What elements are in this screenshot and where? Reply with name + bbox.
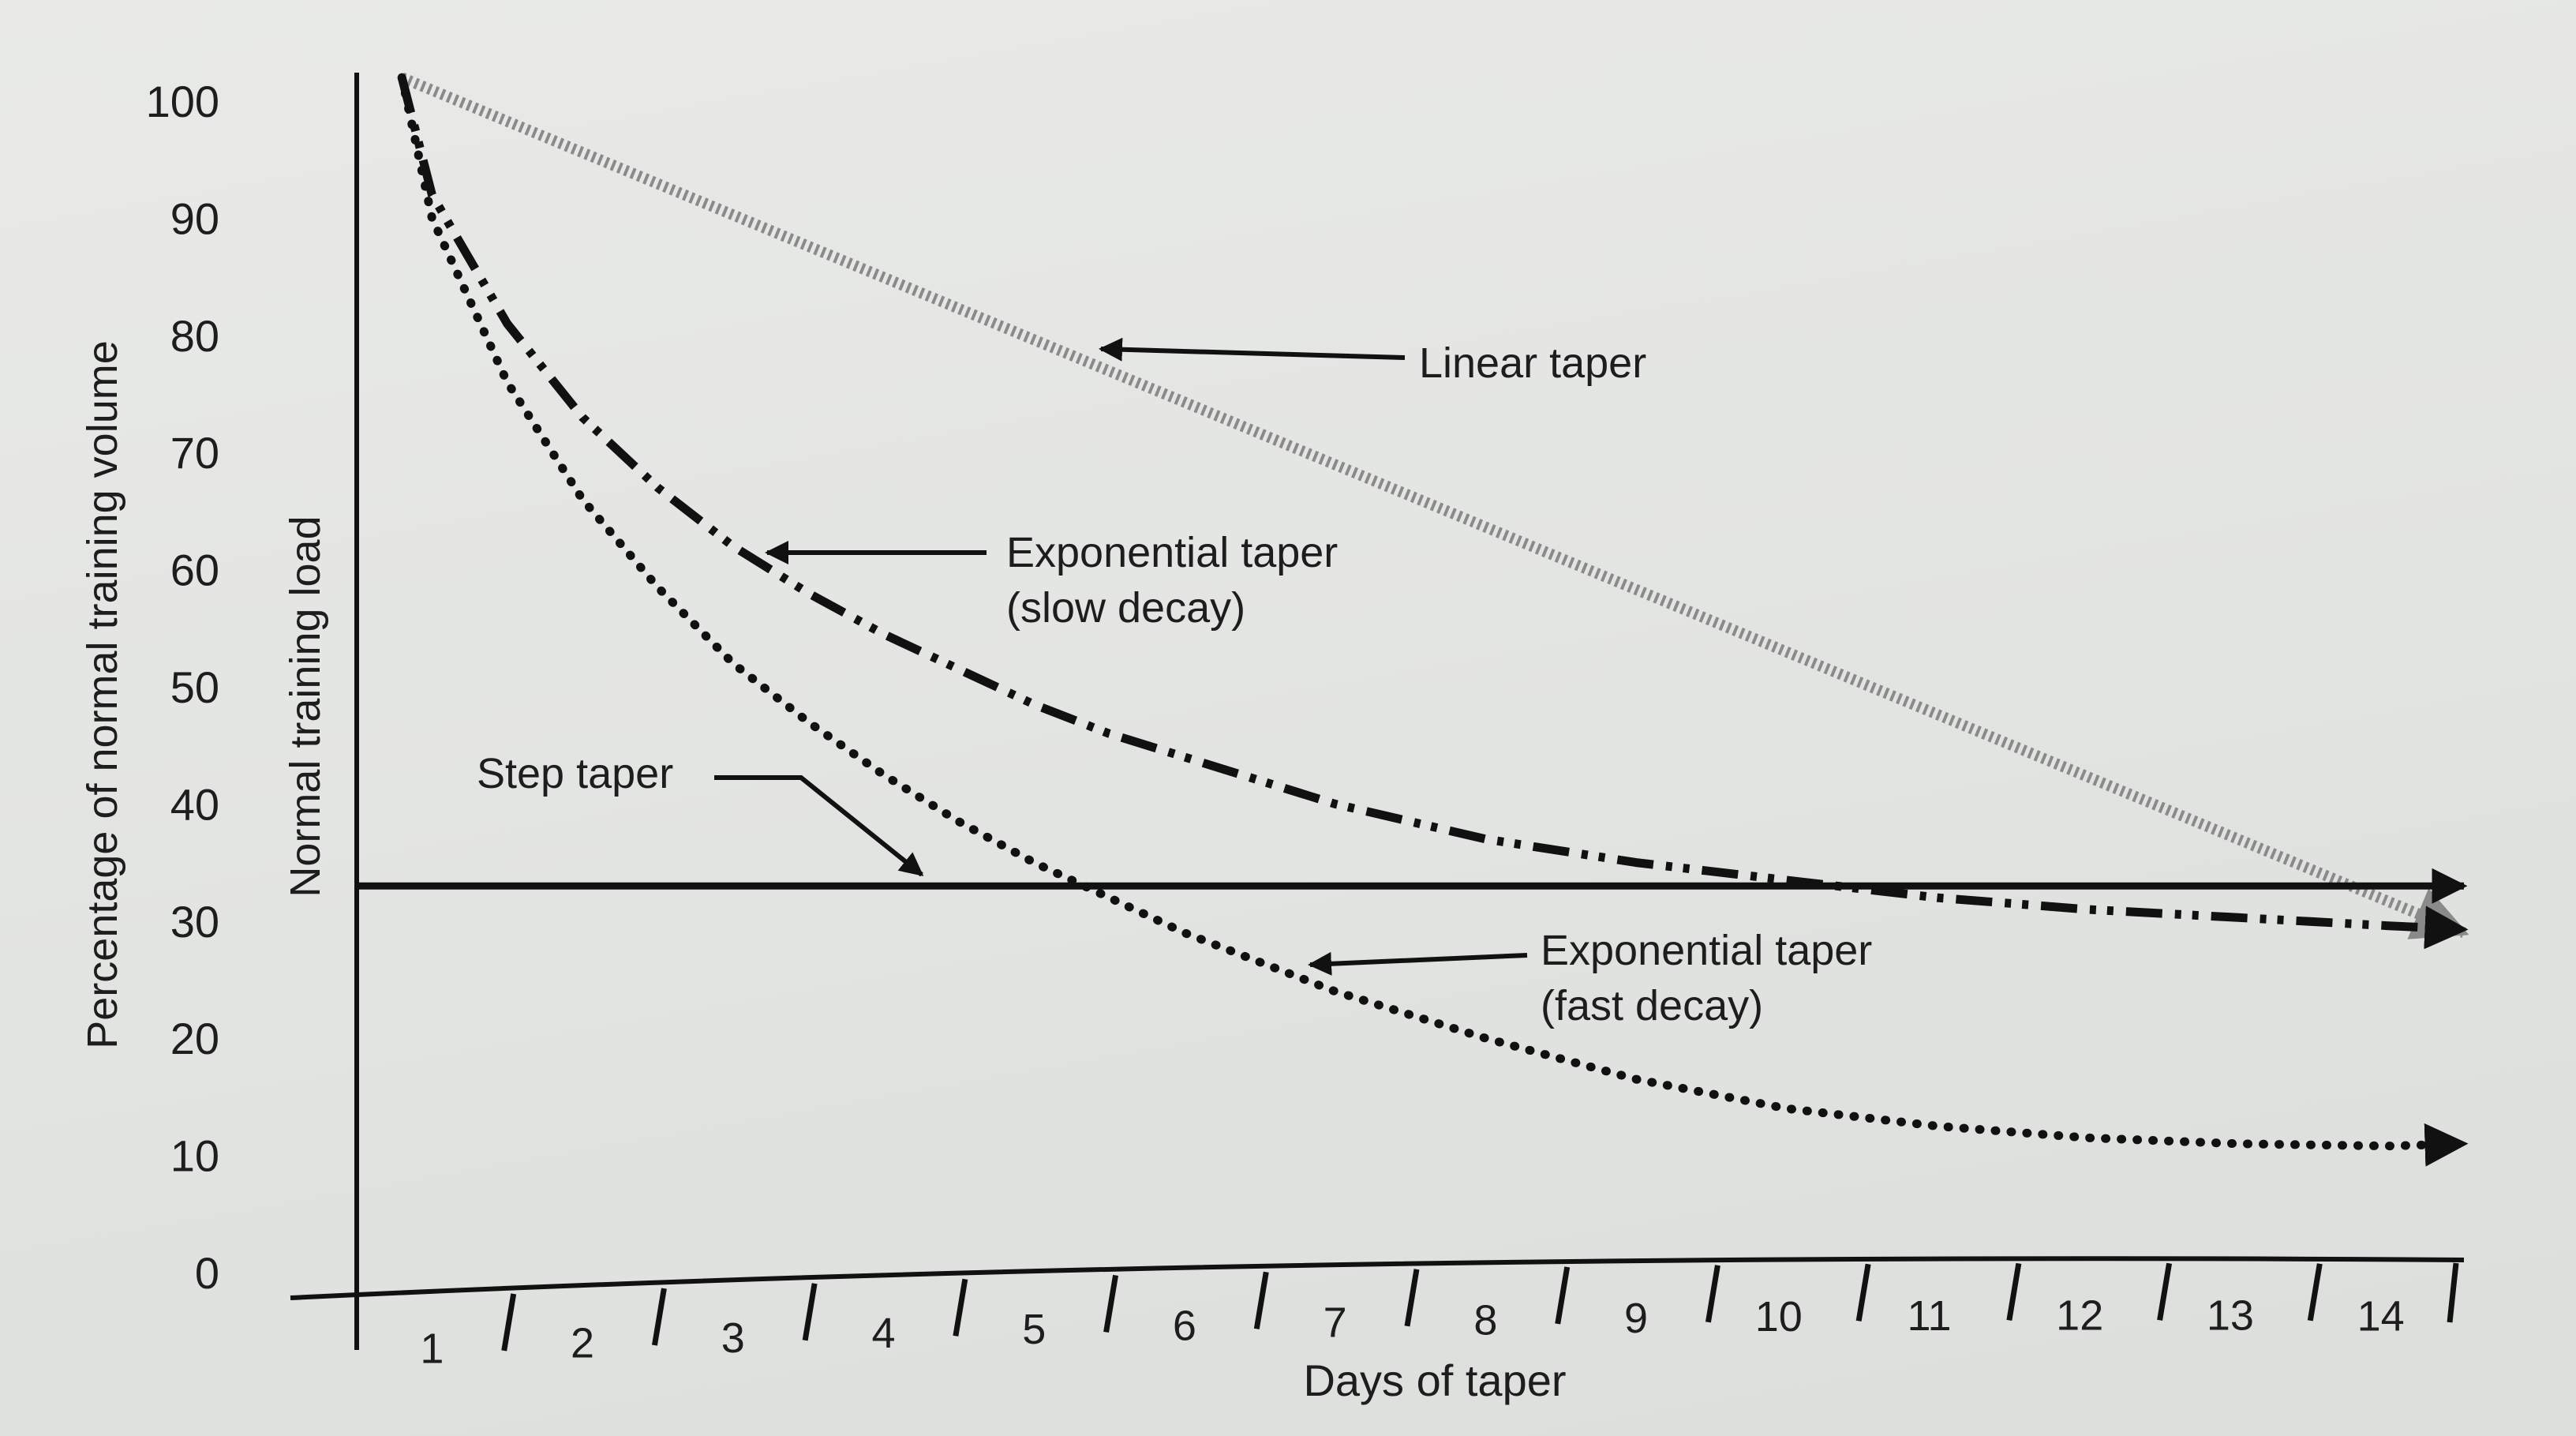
series-line-exponential-taper-fast-decay (397, 73, 2469, 1167)
x-tick-label: 13 (2207, 1292, 2254, 1339)
x-tick-label: 14 (2357, 1292, 2405, 1340)
fast-decay-label-line2: (fast decay) (1541, 982, 1763, 1029)
x-tick-divider (1253, 1271, 1269, 1329)
x-tick-label: 11 (1907, 1292, 1951, 1340)
x-tick-label: 8 (1473, 1296, 1497, 1344)
y-axis-title-inner: Normal training load (282, 516, 329, 897)
y-tick-label: 30 (170, 897, 219, 947)
slow-decay-label-line1: Exponential taper (1006, 529, 1338, 576)
series-line-linear-taper (399, 72, 2469, 939)
step-taper-label: Step taper (477, 750, 673, 797)
y-tick-label: 10 (170, 1131, 219, 1181)
x-tick-divider (953, 1278, 968, 1337)
x-tick-divider (2006, 1262, 2022, 1322)
x-tick-label: 6 (1173, 1302, 1196, 1349)
x-tick-label: 5 (1022, 1306, 1046, 1353)
fast-decay-label-line1: Exponential taper (1541, 927, 1872, 974)
x-tick-divider (1404, 1269, 1420, 1327)
x-tick-label: 3 (721, 1314, 745, 1362)
y-tick-label: 0 (195, 1248, 219, 1298)
y-tick-label: 60 (170, 546, 219, 595)
y-tick-label: 20 (170, 1014, 219, 1063)
y-tick-label: 40 (170, 779, 219, 829)
x-tick-divider (1855, 1263, 1871, 1322)
x-tick-divider (2157, 1262, 2173, 1321)
x-tick-label: 2 (571, 1319, 594, 1367)
y-tick-label: 90 (170, 193, 219, 243)
x-tick-divider (802, 1283, 818, 1341)
linear-taper-label: Linear taper (1419, 339, 1646, 387)
x-tick-label: 12 (2056, 1292, 2103, 1339)
x-tick-label: 10 (1755, 1293, 1803, 1340)
x-tick-divider (1555, 1266, 1571, 1325)
x-tick-label: 1 (420, 1325, 444, 1373)
x-tick-label: 7 (1324, 1299, 1347, 1346)
x-tick-divider (2447, 1262, 2459, 1323)
x-axis-title: Days of taper (1303, 1355, 1566, 1405)
linear-taper-arrow (1099, 337, 1406, 362)
x-tick-divider (1705, 1265, 1720, 1323)
series-line-exponential-taper-slow-decay (397, 76, 2469, 950)
x-tick-label: 9 (1624, 1295, 1648, 1342)
y-tick-label: 70 (170, 428, 219, 478)
y-tick-label: 80 (170, 311, 219, 361)
y-tick-label: 50 (170, 662, 219, 712)
x-axis (290, 1256, 2465, 1300)
x-tick-label: 4 (871, 1310, 895, 1357)
step-taper-arrow (714, 775, 924, 877)
x-tick-divider (501, 1293, 517, 1352)
x-tick-divider (2307, 1263, 2323, 1322)
slow-decay-label-line2: (slow decay) (1006, 584, 1245, 632)
fast-decay-arrow (1308, 951, 1528, 976)
y-axis-title-outer: Percentage of normal training volume (79, 340, 126, 1049)
x-tick-divider (1103, 1274, 1119, 1333)
x-tick-divider (651, 1288, 667, 1346)
y-tick-label: 100 (146, 77, 219, 126)
